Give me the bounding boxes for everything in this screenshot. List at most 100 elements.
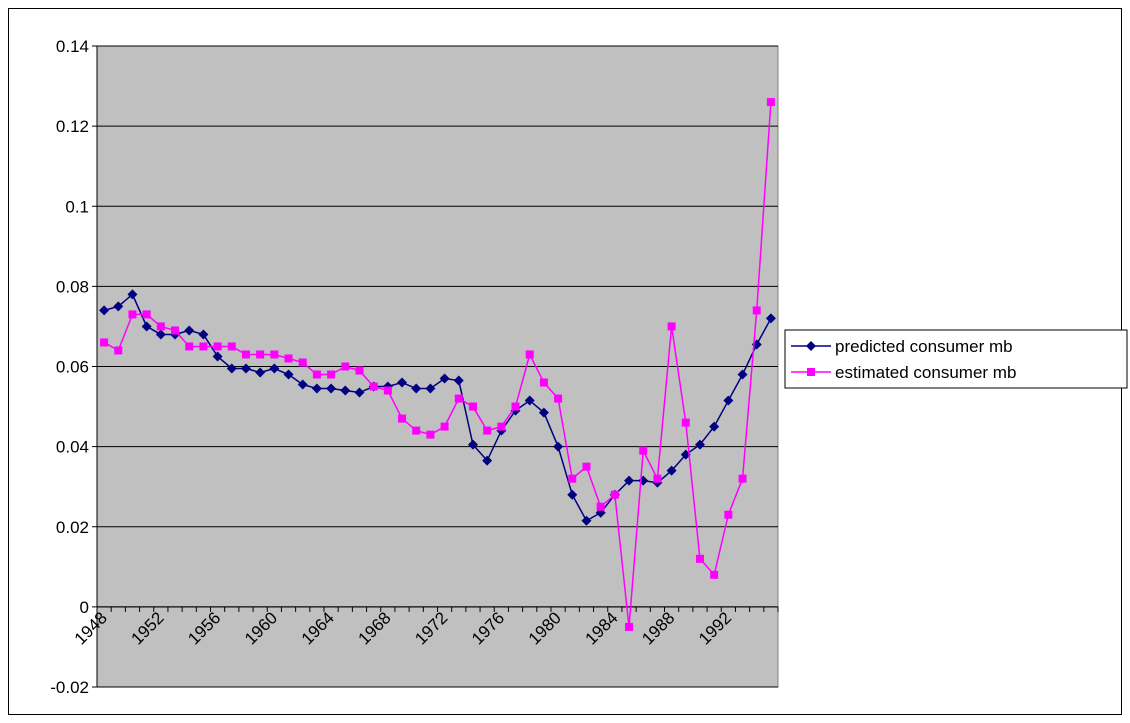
data-point [341, 362, 350, 371]
data-point [241, 350, 250, 359]
data-point [667, 322, 676, 331]
y-tick-label: 0.1 [65, 197, 89, 216]
data-point [411, 383, 422, 394]
data-point [595, 507, 606, 518]
data-point [582, 462, 591, 471]
data-point [199, 342, 208, 351]
data-point [255, 367, 266, 378]
data-point [355, 366, 364, 375]
data-point [738, 474, 747, 483]
data-point [240, 363, 251, 374]
y-tick-label: 0.06 [56, 358, 89, 377]
data-point [482, 455, 493, 466]
data-point [283, 369, 294, 380]
legend-marker [807, 368, 815, 376]
data-point [213, 342, 222, 351]
data-point [554, 394, 563, 403]
data-point [311, 383, 322, 394]
data-point [539, 378, 548, 387]
data-point [312, 370, 321, 379]
legend-symbol [807, 368, 815, 376]
data-point [511, 402, 520, 411]
data-point [156, 322, 165, 331]
data-point [425, 383, 436, 394]
data-point [453, 375, 464, 386]
data-point [596, 502, 605, 511]
data-point [184, 325, 195, 336]
data-point [581, 515, 592, 526]
data-point [198, 329, 209, 340]
data-point [99, 305, 110, 316]
data-point [171, 326, 180, 335]
data-point [710, 570, 719, 579]
data-point [624, 475, 635, 486]
data-point [297, 379, 308, 390]
data-point [666, 465, 677, 476]
data-point [525, 350, 534, 359]
legend-box [784, 329, 1128, 389]
data-point [468, 402, 477, 411]
data-point [141, 321, 152, 332]
legend-label: estimated consumer mb [835, 363, 1016, 382]
data-point [709, 421, 720, 432]
data-point [567, 489, 578, 500]
data-point [524, 395, 535, 406]
data-point [269, 363, 280, 374]
data-point [100, 338, 109, 347]
data-point [625, 622, 634, 631]
data-point [765, 313, 776, 324]
data-point [256, 350, 265, 359]
data-point [538, 407, 549, 418]
data-point [327, 370, 336, 379]
data-point [326, 383, 337, 394]
data-point [185, 342, 194, 351]
y-tick-label: 0 [80, 598, 89, 617]
data-point [398, 414, 407, 423]
data-point [766, 98, 775, 107]
data-point [212, 351, 223, 362]
data-point [383, 386, 392, 395]
data-point [653, 474, 662, 483]
data-point [497, 422, 506, 431]
data-point [397, 377, 408, 388]
data-point [298, 358, 307, 367]
data-point [426, 430, 435, 439]
data-point [467, 439, 478, 450]
data-point [142, 310, 151, 319]
data-point [752, 306, 761, 315]
data-point [155, 329, 166, 340]
data-point [695, 554, 704, 563]
legend-label: predicted consumer mb [835, 337, 1013, 356]
data-point [724, 510, 733, 519]
data-point [354, 387, 365, 398]
data-point [340, 385, 351, 396]
data-point [227, 342, 236, 351]
data-point [226, 363, 237, 374]
y-tick-label: 0.02 [56, 518, 89, 537]
data-point [454, 394, 463, 403]
data-point [439, 373, 450, 384]
y-tick-label: 0.04 [56, 438, 89, 457]
y-tick-label: 0.12 [56, 117, 89, 136]
legend-symbol [806, 341, 816, 351]
y-tick-label: -0.02 [50, 678, 89, 697]
data-point [113, 301, 124, 312]
y-tick-label: 0.08 [56, 277, 89, 296]
data-point [284, 354, 293, 363]
data-point [610, 490, 619, 499]
data-point [568, 474, 577, 483]
data-point [639, 446, 648, 455]
data-point [412, 426, 421, 435]
data-point [127, 289, 138, 300]
data-point [553, 441, 564, 452]
data-point [723, 395, 734, 406]
data-point [694, 439, 705, 450]
data-point [681, 418, 690, 427]
data-point [737, 369, 748, 380]
data-point [369, 382, 378, 391]
y-tick-label: 0.14 [56, 37, 89, 56]
data-point [270, 350, 279, 359]
legend-marker [806, 341, 816, 351]
data-point [114, 346, 123, 355]
